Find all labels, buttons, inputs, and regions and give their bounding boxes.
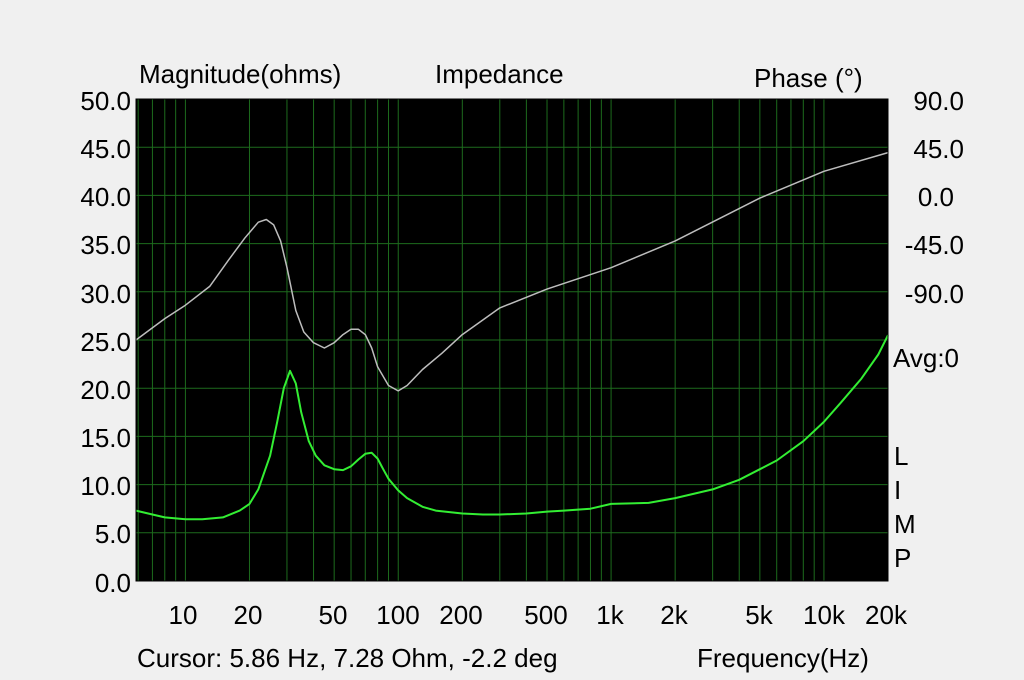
y-axis-title: Magnitude(ohms) bbox=[139, 59, 342, 89]
y-tick-label: 40.0 bbox=[80, 182, 131, 212]
y-tick-label: 5.0 bbox=[94, 519, 131, 549]
side-letter: P bbox=[894, 543, 912, 573]
y-tick-label: 50.0 bbox=[80, 86, 131, 116]
magnitude-series-line bbox=[135, 334, 889, 521]
y2-axis-title: Phase (°) bbox=[754, 63, 863, 93]
series-layer bbox=[135, 151, 889, 521]
average-label: Avg:0 bbox=[893, 343, 960, 373]
x-tick-label: 200 bbox=[439, 600, 483, 630]
side-letter: I bbox=[894, 475, 902, 505]
y2-tick-label: -90.0 bbox=[904, 279, 964, 309]
y-tick-label: 0.0 bbox=[94, 568, 131, 598]
y-tick-label: 10.0 bbox=[80, 471, 131, 501]
y-tick-label: 20.0 bbox=[80, 375, 131, 405]
y2-tick-label: -45.0 bbox=[904, 230, 964, 260]
side-letter: L bbox=[894, 441, 909, 471]
x-tick-label: 500 bbox=[524, 600, 568, 630]
cursor-readout: Cursor: 5.86 Hz, 7.28 Ohm, -2.2 deg bbox=[137, 643, 558, 673]
y-tick-label: 15.0 bbox=[80, 423, 131, 453]
x-axis-title: Frequency(Hz) bbox=[697, 643, 869, 673]
x-tick-label: 50 bbox=[318, 600, 348, 630]
y2-tick-label: 45.0 bbox=[913, 134, 964, 164]
x-tick-label: 10k bbox=[803, 600, 845, 630]
y-tick-label: 35.0 bbox=[80, 230, 131, 260]
x-tick-label: 5k bbox=[745, 600, 773, 630]
x-tick-label: 10 bbox=[168, 600, 198, 630]
y-tick-label: 45.0 bbox=[80, 134, 131, 164]
x-tick-label: 1k bbox=[596, 600, 624, 630]
x-tick-label: 100 bbox=[376, 600, 420, 630]
y2-tick-label: 90.0 bbox=[913, 86, 964, 116]
plot-frame bbox=[135, 98, 889, 582]
x-tick-label: 2k bbox=[660, 600, 688, 630]
y2-tick-label: 0.0 bbox=[917, 182, 954, 212]
y-tick-label: 25.0 bbox=[80, 327, 131, 357]
phase-series-line bbox=[135, 151, 889, 392]
chart-title: Impedance bbox=[435, 59, 564, 89]
side-letter: M bbox=[894, 509, 916, 539]
y-tick-label: 30.0 bbox=[80, 279, 131, 309]
x-tick-label: 20 bbox=[233, 600, 263, 630]
x-tick-label: 20k bbox=[865, 600, 907, 630]
